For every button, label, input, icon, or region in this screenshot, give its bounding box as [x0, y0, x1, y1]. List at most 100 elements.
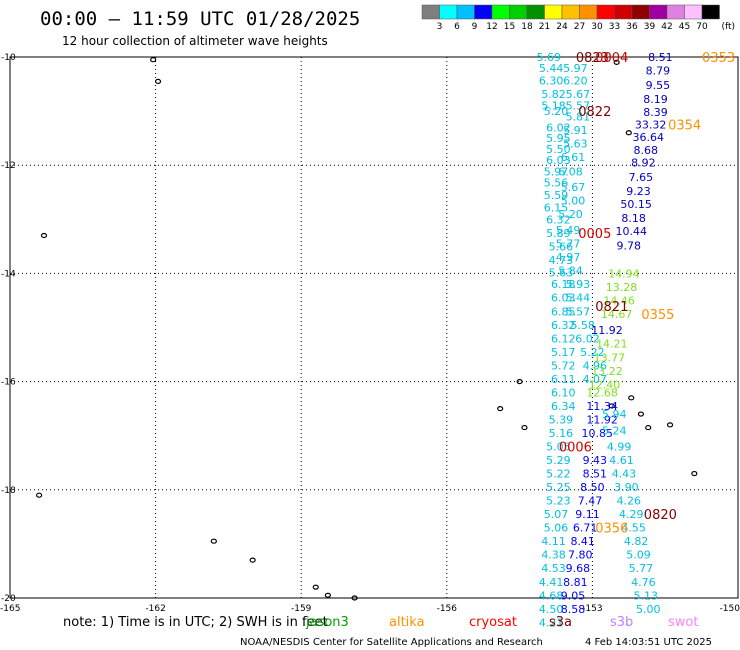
wave-height-label: 5.00: [636, 603, 661, 616]
island-outline: [312, 584, 319, 590]
wave-height-label: 4.73: [549, 254, 574, 267]
y-tick-label: -18: [1, 486, 16, 496]
colorbar-level-label: 12: [486, 22, 497, 32]
wave-height-label: 7.80: [568, 549, 593, 562]
colorbar-swatch: [491, 4, 510, 20]
wave-height-label: 5.18: [541, 100, 566, 113]
wave-height-label: 5.23: [546, 495, 571, 508]
wave-height-label: 9.78: [617, 239, 642, 252]
pass-time-label: 0355: [641, 308, 674, 323]
colorbar-level-label: 70: [696, 22, 708, 32]
wave-height-labels: 5.695.446.305.825.185.206.025.955.506.03…: [536, 51, 672, 629]
wave-height-label: 5.67: [566, 88, 591, 101]
map-frame: [9, 56, 739, 599]
satellite-legend: jason3 altika cryosat s3a s3b swot: [305, 615, 698, 630]
colorbar-swatch: [439, 4, 458, 20]
island-outline: [628, 395, 635, 401]
island-coastlines: [36, 57, 698, 601]
wave-height-label: 5.67: [561, 181, 586, 194]
wave-height-label: 5.97: [563, 62, 588, 75]
wave-height-label: 6.30: [539, 74, 564, 87]
wave-height-label: 4.82: [624, 535, 649, 548]
satellite-legend-entry: cryosat: [469, 615, 517, 630]
wave-height-label: 11.92: [591, 324, 623, 337]
colorbar-swatch: [631, 4, 650, 20]
y-tick-label: -10: [1, 53, 16, 63]
colorbar-legend: 3 6 9 12 15 18 21 24 27 30 33 36 39 42 45 70 (ft): [421, 4, 736, 32]
pass-time-label: 0353: [702, 51, 735, 66]
wave-height-label: 8.39: [643, 106, 668, 119]
x-tick-label: -162: [145, 604, 165, 614]
wave-height-label: 5.91: [563, 124, 588, 137]
satellite-legend-entry: s3b: [610, 615, 633, 630]
wave-height-label: 5.22: [580, 346, 605, 359]
satellite-legend-entry: s3a: [549, 615, 572, 630]
colorbar-level-label: 27: [574, 22, 585, 32]
chart-subtitle: 12 hour collection of altimeter wave hei…: [62, 34, 328, 48]
wave-height-label: 8.92: [631, 156, 656, 169]
wave-height-label: 5.25: [546, 481, 571, 494]
pass-time-label: 0004: [595, 51, 628, 66]
pass-time-label: 0820: [644, 508, 677, 523]
wave-height-label: 5.13: [634, 589, 659, 602]
wave-height-label: 6.15: [544, 201, 569, 214]
wave-height-label: 5.57: [566, 100, 591, 113]
colorbar-swatch: [456, 4, 475, 20]
wave-height-label: 5.50: [546, 143, 571, 156]
colorbar-swatch: [421, 4, 440, 20]
wave-height-label: 5.20: [544, 105, 569, 118]
wave-height-label: 10.44: [615, 225, 647, 238]
colorbar-swatch: [544, 4, 563, 20]
colorbar-unit: (ft): [722, 22, 736, 32]
wave-height-label: 9.55: [646, 79, 671, 92]
wave-height-label: 5.95: [546, 132, 571, 145]
wave-height-label: 5.57: [566, 305, 591, 318]
wave-height-label: 36.64: [632, 131, 664, 144]
chart-title: 00:00 – 11:59 UTC 01/28/2025: [40, 8, 360, 30]
satellite-legend-entry: jason3: [305, 615, 349, 630]
wave-height-label: 5.94: [602, 408, 627, 421]
generated-timestamp: 4 Feb 14:03:51 UTC 2025: [585, 637, 712, 648]
island-outline: [613, 59, 620, 66]
colorbar-level-label: 36: [626, 22, 638, 32]
island-outline: [210, 538, 217, 544]
wave-height-label: 5.05: [546, 441, 571, 454]
wave-height-label: 6.10: [551, 386, 576, 399]
pass-time-label: 0356: [595, 522, 628, 537]
wave-height-label: 9.11: [575, 508, 600, 521]
wave-height-label: 7.65: [629, 171, 654, 184]
wave-height-label: 5.56: [544, 177, 569, 190]
wave-height-label: 6.20: [563, 74, 588, 87]
y-tick-label: -20: [1, 594, 16, 604]
wave-height-label: 6.32: [546, 213, 571, 226]
wave-height-label: 9.23: [626, 185, 651, 198]
wave-height-label: 9.68: [566, 562, 591, 575]
colorbar-level-label: 15: [504, 22, 515, 32]
satellite-legend-entry: altika: [389, 615, 425, 630]
wave-height-label: 5.09: [626, 549, 651, 562]
wave-height-label: 5.89: [546, 227, 571, 240]
wave-height-label: 14.21: [596, 338, 628, 351]
colorbar-level-label: 6: [454, 22, 460, 32]
wave-height-label: 8.68: [634, 144, 659, 157]
wave-height-label: 5.22: [546, 468, 571, 481]
wave-height-label: 4.50: [539, 603, 564, 616]
wave-height-label: 13.77: [594, 351, 626, 364]
wave-height-label: 5.72: [551, 359, 576, 372]
x-tick-label: -153: [582, 604, 602, 614]
wave-height-label: 8.18: [621, 212, 646, 225]
wave-height-label: 4.21: [539, 616, 564, 629]
wave-height-label: 8.79: [646, 65, 671, 78]
longitude-ticks: -165 -162 -159 -156 -153 -150: [0, 604, 740, 614]
wave-height-label: 9.05: [561, 589, 586, 602]
wave-height-label: 6.61: [561, 151, 586, 164]
wave-height-label: 9.43: [583, 454, 608, 467]
wave-height-label: 5.69: [536, 51, 561, 64]
wave-height-label: 6.03: [546, 154, 571, 167]
island-outline: [351, 595, 358, 601]
wave-height-label: 10.85: [582, 427, 614, 440]
x-tick-label: -159: [291, 604, 312, 614]
wave-height-label: 6.18: [551, 278, 576, 291]
wave-height-label: 4.55: [621, 522, 646, 535]
